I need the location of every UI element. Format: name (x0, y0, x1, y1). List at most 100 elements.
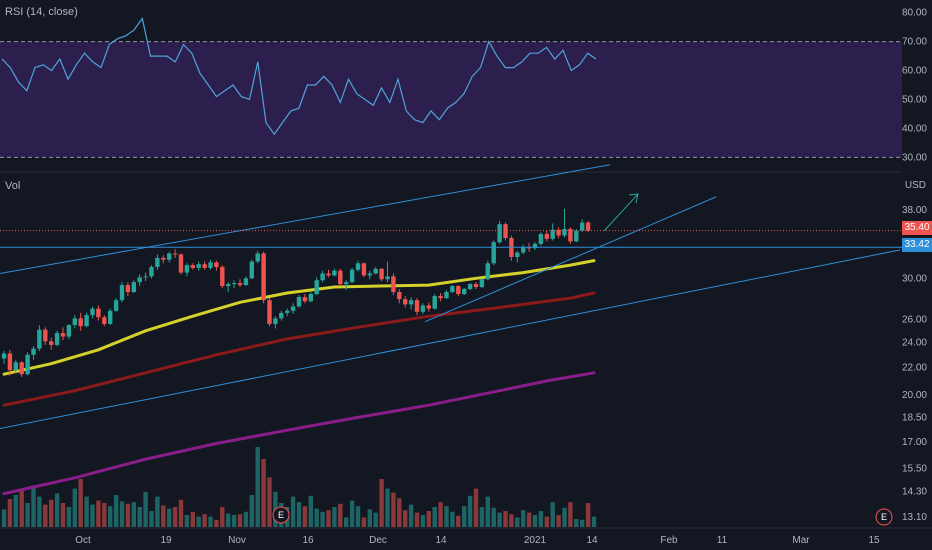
candle-body (414, 300, 420, 312)
volume-bar (96, 500, 101, 527)
moving-averages (2, 259, 596, 496)
candle-body (285, 310, 290, 313)
volume-legend[interactable]: Vol (5, 180, 21, 192)
candle (438, 293, 443, 302)
candle (208, 259, 213, 270)
candle (72, 315, 77, 329)
candle-body (450, 286, 455, 293)
candle-body (550, 229, 555, 239)
candle (125, 282, 131, 297)
volume-bar (13, 495, 18, 527)
candle-body (37, 329, 42, 349)
candle-body (25, 354, 30, 375)
volume-bar (385, 488, 390, 527)
candle (190, 263, 195, 270)
candle-body (562, 228, 567, 236)
candle (167, 251, 172, 263)
candle (320, 270, 325, 283)
candle-body (491, 242, 496, 264)
candle (355, 260, 361, 272)
volume-bar (43, 504, 48, 527)
volume-bar (344, 517, 349, 527)
svg-text:E: E (881, 512, 887, 522)
candle (503, 222, 508, 241)
volume-bar (31, 485, 36, 527)
price-axis[interactable]: 13.10 14.30 15.50 17.00 18.50 20.00 22.00 24.00… (902, 0, 932, 528)
candle (119, 282, 125, 303)
time-tick-label: 16 (302, 535, 314, 546)
candle-body (119, 285, 125, 301)
volume-bar (444, 506, 449, 527)
volume-bar (72, 488, 77, 527)
candle-body (544, 233, 549, 239)
time-axis[interactable]: Oct 19 Nov 16 Dec 14 2021 14 Feb 11 Mar 15 (0, 527, 932, 546)
volume-bar (49, 499, 54, 527)
volume-bar (131, 502, 136, 527)
candle-body (373, 268, 378, 274)
volume-bar (308, 495, 313, 527)
candle-body (308, 294, 313, 302)
volume-bar (196, 516, 201, 527)
candle-body (574, 230, 579, 242)
price-tick-label: 15.50 (902, 463, 927, 474)
candle (485, 260, 490, 281)
trendlines[interactable] (0, 164, 901, 430)
candle (131, 280, 136, 294)
volume-bar (574, 519, 579, 527)
volume-bar (355, 506, 361, 527)
earnings-marker[interactable]: E (272, 506, 290, 524)
volume-bar (54, 493, 60, 527)
candle-body (143, 276, 148, 278)
candle (302, 294, 308, 304)
candle (25, 352, 30, 376)
svg-text:E: E (278, 510, 284, 520)
volume-bar (267, 477, 272, 527)
candle (196, 261, 201, 271)
candle-body (391, 276, 396, 293)
volume-bar (290, 496, 296, 527)
volume-bar (326, 510, 331, 527)
candle-body (485, 263, 490, 280)
volume-bar (332, 507, 337, 527)
candle (13, 359, 18, 373)
candle-body (320, 273, 325, 281)
candle-body (515, 252, 520, 258)
candle (66, 323, 72, 339)
candle-body (255, 253, 260, 262)
candle (538, 232, 544, 246)
volume-bar (7, 499, 13, 527)
candle-body (102, 317, 107, 324)
candle-body (66, 325, 72, 337)
currency-label: USD (904, 180, 926, 191)
candle (397, 289, 402, 304)
volume-bar (491, 507, 496, 527)
projection-arrow[interactable] (603, 193, 639, 232)
candle-body (426, 305, 431, 309)
volume-bar (149, 511, 154, 527)
volume-bar (562, 507, 567, 527)
candle-body (113, 300, 119, 311)
candle-body (190, 265, 195, 268)
level-price-tag: 33.42 (902, 238, 932, 252)
time-tick-label: 11 (717, 535, 728, 546)
volume-bar (161, 505, 166, 527)
price-tick-label: 38.00 (902, 205, 927, 216)
volume-bar (462, 506, 467, 527)
volume-bar (296, 502, 302, 527)
candle (184, 263, 190, 277)
volume-bar (178, 499, 184, 527)
candle-body (13, 362, 18, 371)
candle (267, 298, 272, 327)
earnings-marker[interactable]: E (875, 508, 893, 526)
rsi-legend[interactable]: RSI (14, close) (5, 6, 78, 18)
candle (108, 308, 113, 326)
candle (373, 266, 378, 275)
candle (54, 330, 60, 347)
candle (414, 298, 420, 316)
candle-body (31, 348, 36, 355)
candle-body (467, 284, 473, 290)
candle (467, 283, 473, 291)
candle-body (226, 284, 231, 287)
candle-body (155, 257, 160, 267)
